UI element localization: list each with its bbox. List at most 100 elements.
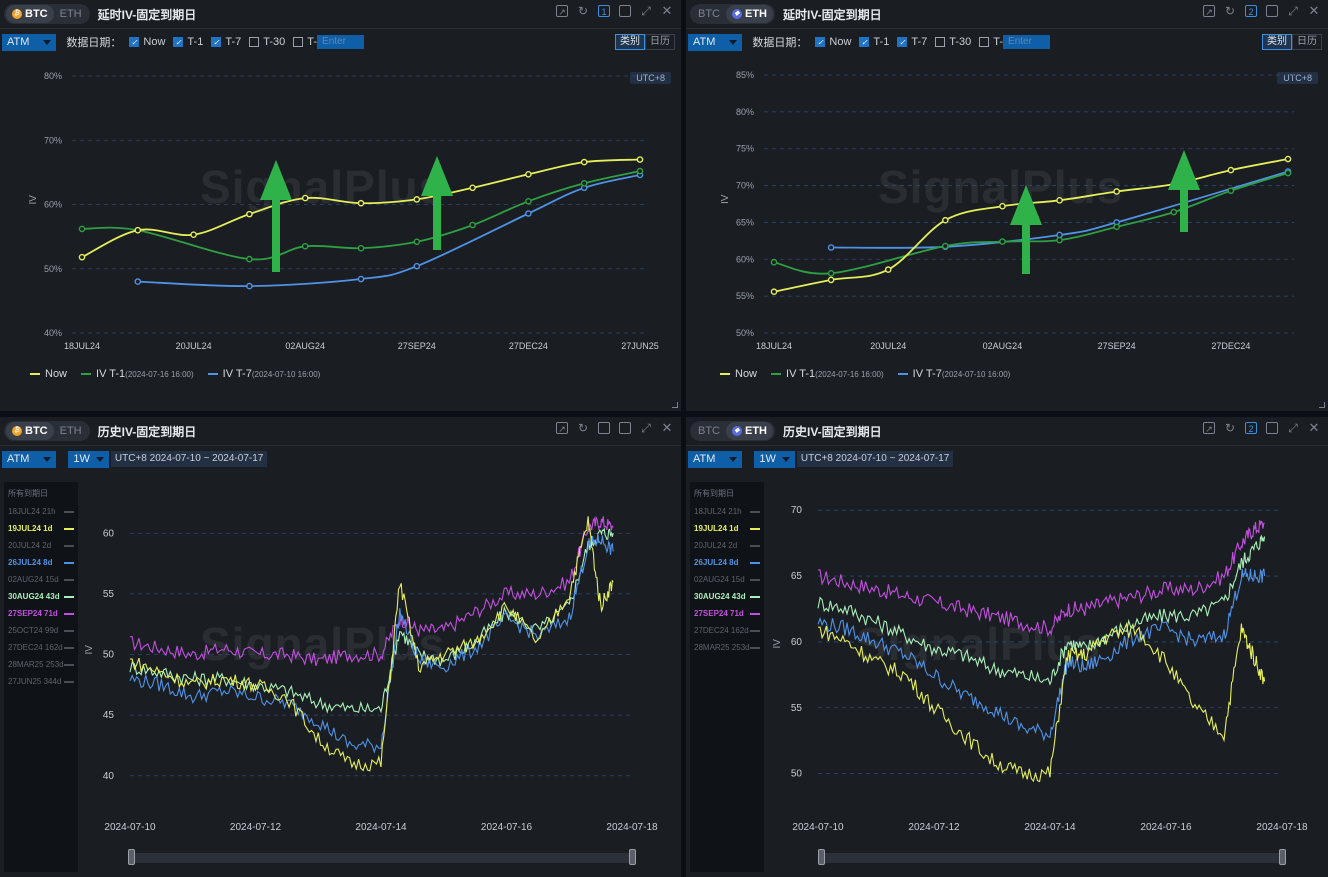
toggle-category[interactable]: 类别 bbox=[615, 34, 645, 50]
toggle-category[interactable]: 类别 bbox=[1262, 34, 1292, 50]
duplicate-icon[interactable] bbox=[1266, 422, 1278, 434]
coin-eth-tab[interactable]: ETH bbox=[59, 8, 82, 20]
expiry-item[interactable]: 30AUG24 43d bbox=[4, 588, 78, 605]
coin-eth-tab[interactable]: ◆ ETH bbox=[726, 422, 773, 440]
checkbox-t7[interactable]: ✓ T-7 bbox=[211, 36, 241, 48]
time-range-scrollbar[interactable] bbox=[818, 849, 1286, 865]
expiry-item[interactable]: 27DEC24 162d bbox=[4, 639, 78, 656]
tab-number-badge[interactable]: 2 bbox=[1245, 5, 1257, 17]
duplicate-icon[interactable] bbox=[619, 5, 631, 17]
tab-number-badge[interactable]: 1 bbox=[598, 5, 610, 17]
expand-icon[interactable]: ⤢ bbox=[1288, 421, 1298, 435]
expiry-item[interactable]: 18JUL24 21h bbox=[4, 503, 78, 520]
expiry-item[interactable]: 18JUL24 21h bbox=[690, 503, 764, 520]
legend-item-now[interactable]: Now bbox=[720, 368, 757, 380]
coin-switch[interactable]: BTC ◆ ETH bbox=[690, 421, 775, 441]
expiry-item[interactable]: 20JUL24 2d bbox=[690, 537, 764, 554]
coin-btc-tab[interactable]: ₿ BTC bbox=[6, 5, 54, 23]
resize-handle[interactable] bbox=[1319, 402, 1325, 408]
expand-icon[interactable]: ⤢ bbox=[1288, 4, 1298, 18]
checkbox-t7[interactable]: ✓ T-7 bbox=[897, 36, 927, 48]
time-range-scrollbar[interactable] bbox=[128, 849, 636, 865]
expiry-item[interactable]: 19JUL24 1d bbox=[690, 520, 764, 537]
date-range[interactable]: UTC+8 2024-07-10 ~ 2024-07-17 bbox=[796, 451, 954, 467]
expiry-item[interactable]: 30AUG24 43d bbox=[690, 588, 764, 605]
expiry-item[interactable]: 28MAR25 253d bbox=[4, 656, 78, 673]
coin-btc-tab[interactable]: ₿ BTC bbox=[6, 422, 54, 440]
chevron-down-icon bbox=[729, 39, 738, 45]
scrollbar-end-handle[interactable] bbox=[1279, 849, 1286, 865]
atm-select[interactable]: ATM bbox=[688, 450, 743, 468]
export-icon[interactable]: ↗ bbox=[1203, 422, 1215, 434]
resize-handle[interactable] bbox=[672, 402, 678, 408]
checkbox-now[interactable]: ✓ Now bbox=[129, 36, 165, 48]
checkbox-now[interactable]: ✓ Now bbox=[815, 36, 851, 48]
checkbox-t1[interactable]: ✓ T-1 bbox=[173, 36, 203, 48]
scrollbar-end-handle[interactable] bbox=[629, 849, 636, 865]
close-icon[interactable]: ✕ bbox=[661, 3, 673, 18]
custom-day-input[interactable]: Enter bbox=[1003, 35, 1051, 49]
refresh-icon[interactable]: ↻ bbox=[577, 4, 589, 18]
coin-btc-tab[interactable]: BTC bbox=[698, 8, 720, 20]
expiry-item[interactable]: 27SEP24 71d bbox=[4, 605, 78, 622]
coin-switch[interactable]: ₿ BTC ETH bbox=[4, 4, 90, 24]
checkbox-t-custom[interactable]: T- bbox=[979, 36, 1003, 48]
checkbox-t30[interactable]: T-30 bbox=[935, 36, 971, 48]
legend-item-now[interactable]: Now bbox=[30, 368, 67, 380]
checkbox-t1[interactable]: ✓ T-1 bbox=[859, 36, 889, 48]
expand-icon[interactable]: ⤢ bbox=[641, 421, 651, 435]
coin-switch[interactable]: ₿ BTC ETH bbox=[4, 421, 90, 441]
period-select[interactable]: 1W bbox=[754, 450, 795, 468]
coin-btc-label: BTC bbox=[25, 8, 48, 20]
expiry-item[interactable]: 02AUG24 15d bbox=[4, 571, 78, 588]
expiry-item[interactable]: 28MAR25 253d bbox=[690, 639, 764, 656]
export-icon[interactable]: ↗ bbox=[556, 422, 568, 434]
expiry-item[interactable]: 25OCT24 99d bbox=[4, 622, 78, 639]
y-tick-label: 60% bbox=[736, 254, 754, 264]
custom-day-input[interactable]: Enter bbox=[317, 35, 365, 49]
date-range[interactable]: UTC+8 2024-07-10 ~ 2024-07-17 bbox=[110, 451, 268, 467]
duplicate-icon[interactable] bbox=[1266, 5, 1278, 17]
refresh-icon[interactable]: ↻ bbox=[1224, 4, 1236, 18]
checkbox-t-custom[interactable]: T- bbox=[293, 36, 317, 48]
expiry-item[interactable]: 27DEC24 162d bbox=[690, 622, 764, 639]
export-icon[interactable]: ↗ bbox=[556, 5, 568, 17]
folder-icon[interactable] bbox=[598, 422, 610, 434]
toggle-calendar[interactable]: 日历 bbox=[1292, 34, 1322, 50]
toggle-calendar[interactable]: 日历 bbox=[645, 34, 675, 50]
legend-item-t7[interactable]: IV T-7 (2024-07-10 16:00) bbox=[207, 368, 320, 380]
coin-btc-tab[interactable]: BTC bbox=[698, 425, 720, 437]
legend-item-t1[interactable]: IV T-1 (2024-07-16 16:00) bbox=[771, 368, 884, 380]
expiry-swatch bbox=[64, 595, 74, 598]
scrollbar-start-handle[interactable] bbox=[818, 849, 825, 865]
refresh-icon[interactable]: ↻ bbox=[577, 421, 589, 435]
coin-eth-tab[interactable]: ◆ ETH bbox=[726, 5, 773, 23]
expiry-swatch bbox=[750, 612, 760, 615]
tab-number-badge[interactable]: 2 bbox=[1245, 422, 1257, 434]
expiry-item[interactable]: 20JUL24 2d bbox=[4, 537, 78, 554]
atm-select[interactable]: ATM bbox=[2, 33, 57, 51]
checkbox-t30[interactable]: T-30 bbox=[249, 36, 285, 48]
close-icon[interactable]: ✕ bbox=[661, 420, 673, 435]
expiry-item[interactable]: 19JUL24 1d bbox=[4, 520, 78, 537]
legend-item-t7[interactable]: IV T-7 (2024-07-10 16:00) bbox=[897, 368, 1010, 380]
atm-select[interactable]: ATM bbox=[688, 33, 743, 51]
control-bar: ATM 1W UTC+8 2024-07-10 ~ 2024-07-17 bbox=[686, 449, 1328, 469]
close-icon[interactable]: ✕ bbox=[1308, 420, 1320, 435]
expiry-item[interactable]: 02AUG24 15d bbox=[690, 571, 764, 588]
atm-select[interactable]: ATM bbox=[2, 450, 57, 468]
coin-eth-tab[interactable]: ETH bbox=[59, 425, 82, 437]
expiry-item[interactable]: 27JUN25 344d bbox=[4, 673, 78, 690]
duplicate-icon[interactable] bbox=[619, 422, 631, 434]
coin-switch[interactable]: BTC ◆ ETH bbox=[690, 4, 775, 24]
legend-item-t1[interactable]: IV T-1 (2024-07-16 16:00) bbox=[81, 368, 194, 380]
export-icon[interactable]: ↗ bbox=[1203, 5, 1215, 17]
close-icon[interactable]: ✕ bbox=[1308, 3, 1320, 18]
expand-icon[interactable]: ⤢ bbox=[641, 4, 651, 18]
expiry-item[interactable]: 26JUL24 8d bbox=[4, 554, 78, 571]
expiry-item[interactable]: 26JUL24 8d bbox=[690, 554, 764, 571]
refresh-icon[interactable]: ↻ bbox=[1224, 421, 1236, 435]
scrollbar-start-handle[interactable] bbox=[128, 849, 135, 865]
expiry-item[interactable]: 27SEP24 71d bbox=[690, 605, 764, 622]
period-select[interactable]: 1W bbox=[68, 450, 109, 468]
